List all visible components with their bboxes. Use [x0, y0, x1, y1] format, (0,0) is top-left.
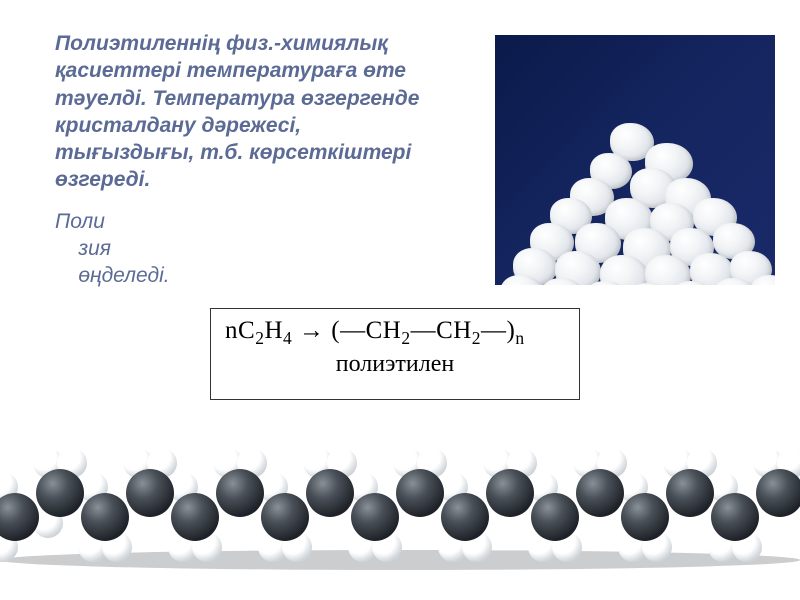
f-h: H: [264, 317, 283, 344]
formula-equation: nC2H4 → (—CH2—CH2—)n: [225, 317, 565, 349]
f-rs2: 2: [472, 328, 481, 348]
formula-box: nC2H4 → (—CH2—CH2—)n полиэтилен: [210, 308, 580, 400]
para2-l3: өңделеді.: [78, 264, 169, 287]
paragraph-2: Поли зия өңделеді.: [55, 208, 435, 290]
f-rm: —CH: [411, 317, 472, 344]
f-c: C: [238, 317, 255, 344]
f-r1: (—CH: [331, 317, 401, 344]
f-arrow: →: [299, 317, 325, 344]
para2-l1: Поли: [55, 210, 105, 233]
pellet-photo: [495, 35, 775, 285]
paragraph-1: Полиэтиленнің физ.-химиялық қасиеттері т…: [55, 30, 435, 194]
f-s2: 4: [283, 328, 292, 348]
chain-svg: [0, 425, 800, 570]
f-re: —): [481, 317, 515, 344]
f-rn: n: [515, 328, 524, 348]
formula-label: полиэтилен: [225, 351, 565, 378]
f-rs1: 2: [401, 328, 410, 348]
f-coeff: n: [225, 317, 238, 344]
pellet-pile: [495, 123, 775, 286]
text-block: Полиэтиленнің физ.-химиялық қасиеттері т…: [55, 30, 435, 290]
slide: Полиэтиленнің физ.-химиялық қасиеттері т…: [0, 0, 800, 600]
para2-l2: зия: [78, 237, 111, 260]
molecule-chain: [0, 425, 800, 570]
